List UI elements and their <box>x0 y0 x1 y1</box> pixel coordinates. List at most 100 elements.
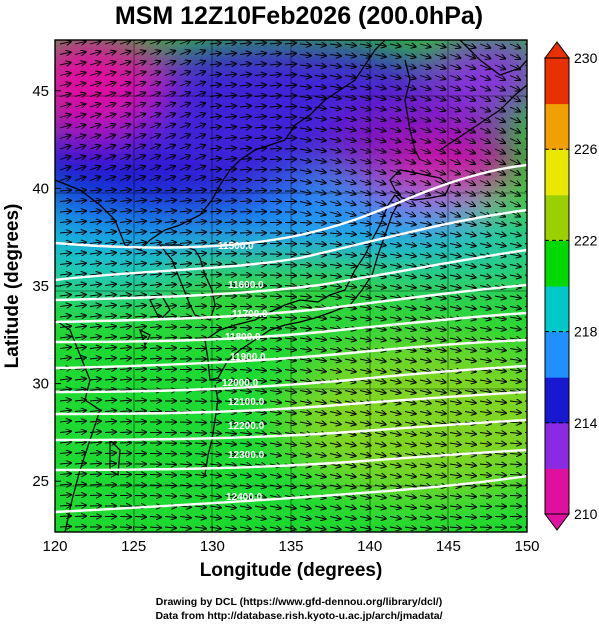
wind-arrow <box>509 55 520 59</box>
wind-arrow <box>314 97 326 99</box>
colorbar-segment <box>545 331 569 378</box>
x-tick-label: 150 <box>514 538 539 555</box>
wind-arrow <box>314 76 326 78</box>
wind-arrow <box>179 134 190 138</box>
wind-arrow <box>389 44 401 47</box>
wind-arrow <box>509 223 521 225</box>
wind-arrow <box>59 389 71 390</box>
wind-arrow <box>104 242 116 243</box>
wind-arrow <box>74 337 86 338</box>
wind-arrow <box>149 380 161 381</box>
wind-arrow <box>74 211 86 212</box>
wind-arrow <box>104 326 116 327</box>
colorbar-segment <box>545 194 569 241</box>
wind-arrow <box>329 212 341 215</box>
wind-arrow <box>494 96 505 101</box>
wind-arrow <box>179 40 190 44</box>
wind-arrow <box>149 145 160 149</box>
wind-arrow <box>119 221 131 222</box>
colorbar-segment <box>545 58 569 105</box>
wind-arrow <box>74 253 86 254</box>
wind-arrow <box>329 359 341 361</box>
wind-arrow <box>329 349 341 351</box>
wind-arrow <box>164 103 175 107</box>
wind-arrow <box>59 337 71 338</box>
wind-arrow <box>134 72 145 76</box>
wind-arrow <box>134 200 146 201</box>
wind-arrow <box>419 307 431 310</box>
wind-arrow <box>269 148 281 149</box>
wind-arrow <box>134 379 146 380</box>
wind-arrow <box>404 86 416 89</box>
wind-arrow <box>314 128 326 130</box>
wind-arrow <box>389 328 401 330</box>
wind-arrow <box>284 401 296 403</box>
wind-arrow <box>74 242 86 243</box>
wind-arrow <box>104 358 116 359</box>
wind-arrow <box>74 83 86 86</box>
wind-arrow <box>164 348 176 349</box>
wind-arrow <box>74 114 86 117</box>
wind-arrow <box>449 359 461 361</box>
wind-arrow <box>284 149 296 150</box>
wind-arrow <box>269 74 281 75</box>
wind-arrow <box>329 338 341 340</box>
wind-arrow <box>404 359 416 362</box>
wind-arrow <box>119 200 131 201</box>
wind-arrow <box>389 76 401 79</box>
wind-arrow <box>479 201 490 207</box>
wind-arrow <box>194 221 206 222</box>
wind-arrow <box>299 44 311 45</box>
wind-arrow <box>164 232 176 233</box>
wind-arrow <box>359 128 371 131</box>
wind-arrow <box>194 166 205 170</box>
wind-arrow <box>164 40 175 44</box>
wind-arrow <box>464 55 475 59</box>
wind-arrow <box>344 317 356 319</box>
colorbar-tick-label: 214 <box>574 415 598 431</box>
wind-arrow <box>74 379 86 380</box>
wind-arrow <box>284 338 296 339</box>
wind-arrow <box>284 254 296 255</box>
wind-arrow <box>104 347 116 348</box>
wind-arrow <box>509 138 520 144</box>
wind-arrow <box>509 159 520 165</box>
wind-arrow <box>284 106 296 107</box>
wind-arrow <box>449 254 461 257</box>
wind-arrow <box>74 146 85 150</box>
wind-arrow <box>59 104 71 107</box>
wind-arrow <box>164 190 176 191</box>
wind-arrow <box>509 296 521 298</box>
wind-arrow <box>74 505 86 506</box>
wind-arrow <box>419 76 431 79</box>
wind-arrow <box>269 370 281 371</box>
wind-arrow <box>329 275 341 277</box>
wind-arrow <box>299 86 311 87</box>
wind-arrow <box>449 170 460 174</box>
wind-arrow <box>149 253 161 254</box>
wind-arrow <box>254 169 266 170</box>
wind-arrow <box>374 149 386 152</box>
wind-arrow <box>104 72 116 75</box>
wind-arrow <box>299 338 311 340</box>
wind-arrow <box>419 107 430 111</box>
wind-arrow <box>104 337 116 338</box>
wind-arrow <box>134 135 145 139</box>
wind-arrow <box>119 62 131 65</box>
wind-arrow <box>374 160 386 163</box>
wind-arrow <box>164 242 176 243</box>
wind-arrow <box>464 65 475 69</box>
wind-arrow <box>329 391 341 393</box>
wind-arrow <box>104 221 116 222</box>
colorbar-segment <box>545 240 569 287</box>
wind-arrow <box>494 127 505 133</box>
wind-arrow <box>359 380 371 382</box>
wind-arrow <box>314 401 326 403</box>
wind-arrow <box>494 244 506 247</box>
wind-arrow <box>314 391 326 393</box>
wind-arrow <box>89 125 100 129</box>
wind-arrow <box>494 275 506 277</box>
wind-arrow <box>314 244 326 245</box>
wind-arrow <box>374 86 386 89</box>
wind-arrow <box>314 118 326 120</box>
